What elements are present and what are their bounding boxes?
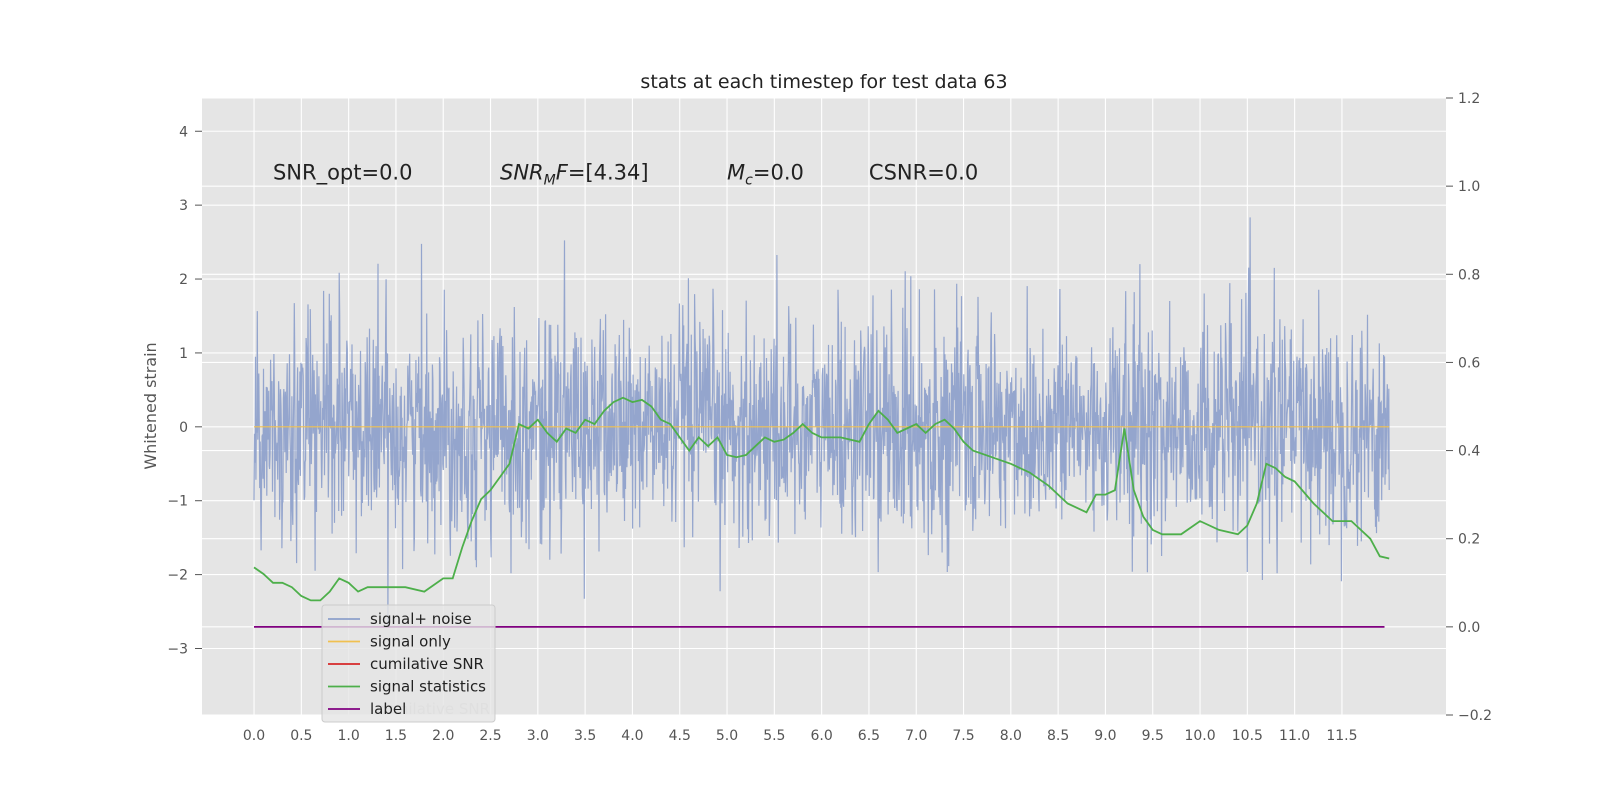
x-tick-label: 9.0: [1094, 728, 1116, 744]
y2-tick-label: 0.0: [1458, 620, 1480, 636]
x-tick-label: 9.5: [1142, 728, 1164, 744]
x-tick-label: 11.5: [1326, 728, 1357, 744]
chart-title: stats at each timestep for test data 63: [640, 71, 1007, 93]
signal-noise-line: [253, 217, 1390, 628]
x-tick-label: 7.0: [905, 728, 927, 744]
annotation-0: SNR_opt=0.0: [273, 160, 413, 185]
annotation-2: Mc=0.0: [727, 160, 804, 188]
annotations: SNR_opt=0.0 SNRMF=[4.34] Mc=0.0 CSNR=0.0: [273, 160, 978, 188]
x-tick-label: 2.5: [479, 728, 501, 744]
y-tick-label: 0: [179, 420, 188, 436]
x-tick-label: 1.0: [337, 728, 359, 744]
annotation-1: SNRMF=[4.34]: [500, 160, 649, 188]
x-axis-ticks: 0.0 0.5 1.0 1.5 2.0 2.5 3.0 3.5 4.0 4.5 5.0 5.5 6.0 6…: [243, 728, 1358, 744]
right-axis-ticks: −0.2 0.0 0.2 0.4 0.6 0.8 1.0 1.2: [1446, 91, 1492, 724]
x-tick-label: 0.0: [243, 728, 265, 744]
y2-tick-label: −0.2: [1458, 708, 1492, 724]
x-tick-label: 6.5: [858, 728, 880, 744]
x-tick-label: 8.5: [1047, 728, 1069, 744]
x-tick-label: 8.0: [1000, 728, 1022, 744]
y2-tick-label: 0.2: [1458, 532, 1480, 548]
x-tick-label: 10.0: [1184, 728, 1215, 744]
x-tick-label: 2.0: [432, 728, 454, 744]
y-tick-label: −3: [167, 641, 188, 657]
x-tick-label: 11.0: [1279, 728, 1310, 744]
left-axis-ticks: −3 −2 −1 0 1 2 3 4: [167, 124, 202, 657]
y-tick-label: −2: [167, 568, 188, 584]
x-tick-label: 4.0: [621, 728, 643, 744]
y-tick-label: 1: [179, 346, 188, 362]
y2-tick-label: 0.6: [1458, 355, 1480, 371]
legend-entry: signal statistics: [370, 678, 486, 696]
x-tick-label: 4.5: [669, 728, 691, 744]
series-line-signal-statistics: [253, 396, 1390, 602]
legend-entry: signal only: [370, 633, 451, 651]
x-tick-label: 0.5: [290, 728, 312, 744]
x-tick-label: 5.5: [763, 728, 785, 744]
y2-tick-label: 0.8: [1458, 267, 1480, 283]
y2-tick-label: 0.4: [1458, 444, 1480, 460]
x-tick-label: 3.0: [527, 728, 549, 744]
y-tick-label: −1: [167, 494, 188, 510]
y2-tick-label: 1.2: [1458, 91, 1480, 107]
legend-entry: label: [370, 700, 406, 718]
legend-entry: signal+ noise: [370, 610, 472, 628]
x-tick-label: 7.5: [952, 728, 974, 744]
y-tick-label: 4: [179, 124, 188, 140]
y-axis-label: Whitened strain: [141, 342, 160, 469]
x-tick-label: 3.5: [574, 728, 596, 744]
legend-entry: cumilative SNR: [370, 655, 484, 673]
x-tick-label: 5.0: [716, 728, 738, 744]
y2-tick-label: 1.0: [1458, 179, 1480, 195]
y-tick-label: 2: [179, 272, 188, 288]
x-tick-label: 1.5: [385, 728, 407, 744]
annotation-3: CSNR=0.0: [869, 160, 978, 184]
y-tick-label: 3: [179, 198, 188, 214]
signal-noise-trace: [253, 217, 1390, 628]
x-tick-label: 10.5: [1232, 728, 1263, 744]
legend-box: [321, 604, 496, 723]
x-tick-label: 6.0: [811, 728, 833, 744]
